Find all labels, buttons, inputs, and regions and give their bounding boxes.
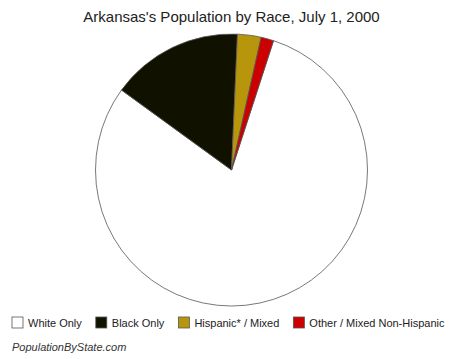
legend-swatch [96,317,107,328]
legend-label: Black Only [112,317,165,329]
legend-swatch [12,317,23,328]
legend-label: Hispanic* / Mixed [194,317,279,329]
legend-item: Hispanic* / Mixed [178,317,279,329]
title: Arkansas's Population by Race, July 1, 2… [83,8,379,25]
pie [96,34,368,306]
legend-item: White Only [12,317,82,329]
legend-swatch [178,317,189,328]
legend-label: White Only [28,317,82,329]
legend-swatch [293,317,304,328]
legend-item: Black Only [96,317,165,329]
legend-label: Other / Mixed Non-Hispanic [309,317,445,329]
legend: White Only Black Only Hispanic* / Mixed Oth… [12,317,445,329]
slice [121,34,237,170]
chart: Arkansas's Population by Race, July 1, 2… [0,0,463,359]
annotation: PopulationByState.com [12,341,126,353]
slice [232,37,274,170]
legend-item: Other / Mixed Non-Hispanic [293,317,445,329]
